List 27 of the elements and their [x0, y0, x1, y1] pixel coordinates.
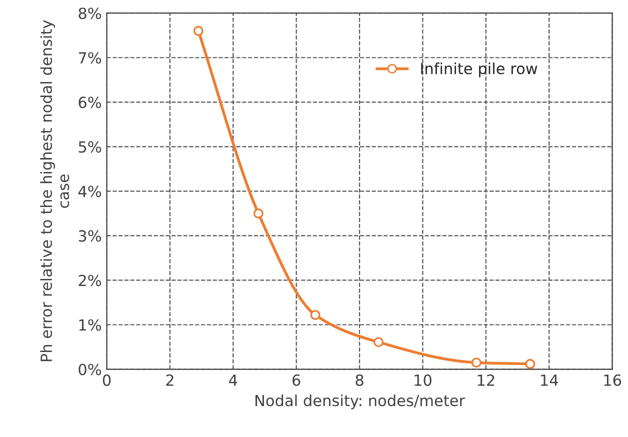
point [310, 310, 320, 320]
y-tick-label: 1% [79, 319, 102, 331]
x-tick-label: 4 [229, 374, 238, 386]
x-tick-label: 2 [166, 374, 174, 386]
y-tick-label: 3% [78, 230, 102, 242]
point [253, 208, 264, 218]
y-tick-label: 6% [78, 96, 102, 108]
point [471, 358, 482, 368]
y-tick-label: 2% [78, 274, 102, 286]
x-tick-label: 16 [604, 374, 622, 386]
x-tick-label: 8 [356, 374, 364, 386]
y-tick-label: 8% [78, 8, 102, 20]
y-tick-label: 4% [78, 186, 102, 198]
x-tick-label: 10 [414, 374, 432, 386]
y-axis-title: Ph error relative to the highest nodal density case [40, 20, 70, 362]
x-axis-title: Nodal density: nodes/meter [256, 394, 466, 410]
y-tick-label: 5% [78, 141, 102, 153]
legend-label: Infinite pile row [421, 62, 538, 78]
point [525, 358, 536, 369]
point [193, 26, 204, 36]
y-tick-label: 0% [78, 364, 102, 376]
x-tick-label: 6 [292, 374, 300, 386]
x-tick-label: 0 [102, 374, 111, 386]
x-tick-label: 12 [478, 374, 494, 386]
x-tick-label: 14 [541, 374, 558, 386]
y-tick-label: 7% [78, 52, 102, 64]
point [373, 337, 384, 348]
